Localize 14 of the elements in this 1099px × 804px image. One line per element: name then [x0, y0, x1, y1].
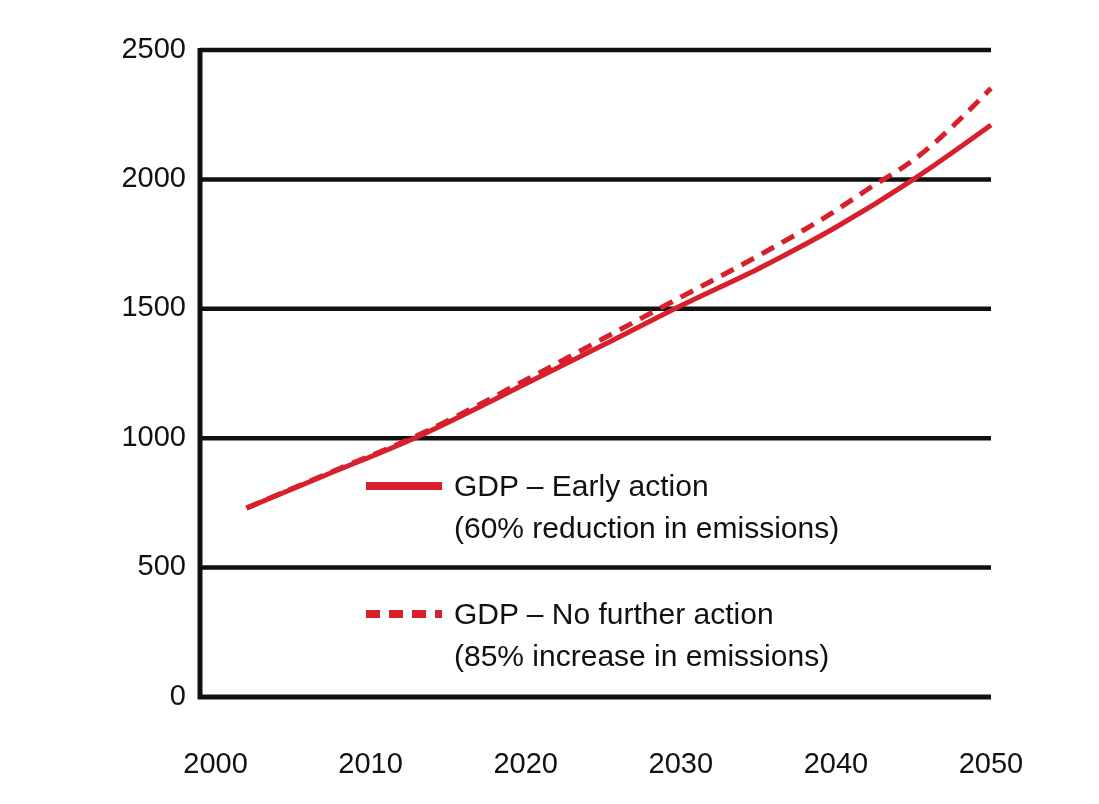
- legend-label: GDP – No further action (85% increase in emissions): [454, 597, 830, 672]
- y-tick-label: 2500: [121, 31, 186, 64]
- y-tick-label: 1000: [121, 419, 186, 452]
- y-tick-label: 2000: [121, 161, 186, 194]
- x-tick-label: 2020: [493, 747, 558, 779]
- x-tick-label: 2000: [183, 747, 248, 779]
- x-tick-label: 2050: [958, 747, 1024, 779]
- legend-label: GDP – Early action (60% reduction in emissions): [454, 469, 840, 544]
- x-tick-label: 2010: [338, 747, 403, 779]
- x-tick-label: 2030: [648, 747, 714, 779]
- y-tick-label: 500: [137, 549, 186, 582]
- y-tick-label: 1500: [121, 290, 186, 323]
- y-tick-label: 0: [169, 678, 186, 711]
- x-tick-label: 2040: [803, 747, 869, 779]
